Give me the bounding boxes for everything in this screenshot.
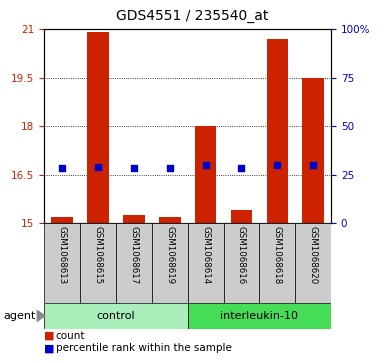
Bar — [152, 223, 188, 303]
Text: agent: agent — [4, 311, 36, 321]
Point — [95, 164, 101, 170]
Point — [131, 165, 137, 171]
Text: GSM1068619: GSM1068619 — [165, 226, 174, 284]
Bar — [116, 223, 152, 303]
Bar — [44, 303, 188, 329]
Text: GSM1068613: GSM1068613 — [58, 226, 67, 284]
Bar — [195, 126, 216, 223]
Point — [167, 165, 173, 171]
Text: GSM1068614: GSM1068614 — [201, 226, 210, 284]
Text: GSM1068616: GSM1068616 — [237, 226, 246, 284]
Bar — [80, 223, 116, 303]
Bar — [224, 223, 259, 303]
Bar — [52, 217, 73, 223]
Text: GSM1068618: GSM1068618 — [273, 226, 282, 284]
Bar — [44, 223, 80, 303]
Text: GSM1068620: GSM1068620 — [309, 226, 318, 284]
Bar — [188, 223, 224, 303]
Text: count: count — [56, 331, 85, 341]
Text: ■: ■ — [44, 331, 55, 341]
Text: GSM1068615: GSM1068615 — [94, 226, 102, 284]
Point — [310, 162, 316, 168]
Polygon shape — [37, 309, 46, 322]
Text: control: control — [97, 311, 135, 321]
Text: ■: ■ — [44, 343, 55, 354]
Point — [274, 162, 280, 168]
Text: GSM1068617: GSM1068617 — [129, 226, 139, 284]
Text: percentile rank within the sample: percentile rank within the sample — [56, 343, 232, 354]
Point — [238, 165, 244, 171]
Text: interleukin-10: interleukin-10 — [220, 311, 298, 321]
Bar — [123, 215, 145, 223]
Bar — [266, 39, 288, 223]
Bar — [295, 223, 331, 303]
Bar — [231, 210, 252, 223]
Point — [203, 162, 209, 168]
Point — [59, 165, 65, 171]
Bar — [259, 223, 295, 303]
Bar — [303, 78, 324, 223]
Bar — [159, 217, 181, 223]
Text: GDS4551 / 235540_at: GDS4551 / 235540_at — [116, 9, 269, 23]
Bar — [87, 32, 109, 223]
Bar — [188, 303, 331, 329]
